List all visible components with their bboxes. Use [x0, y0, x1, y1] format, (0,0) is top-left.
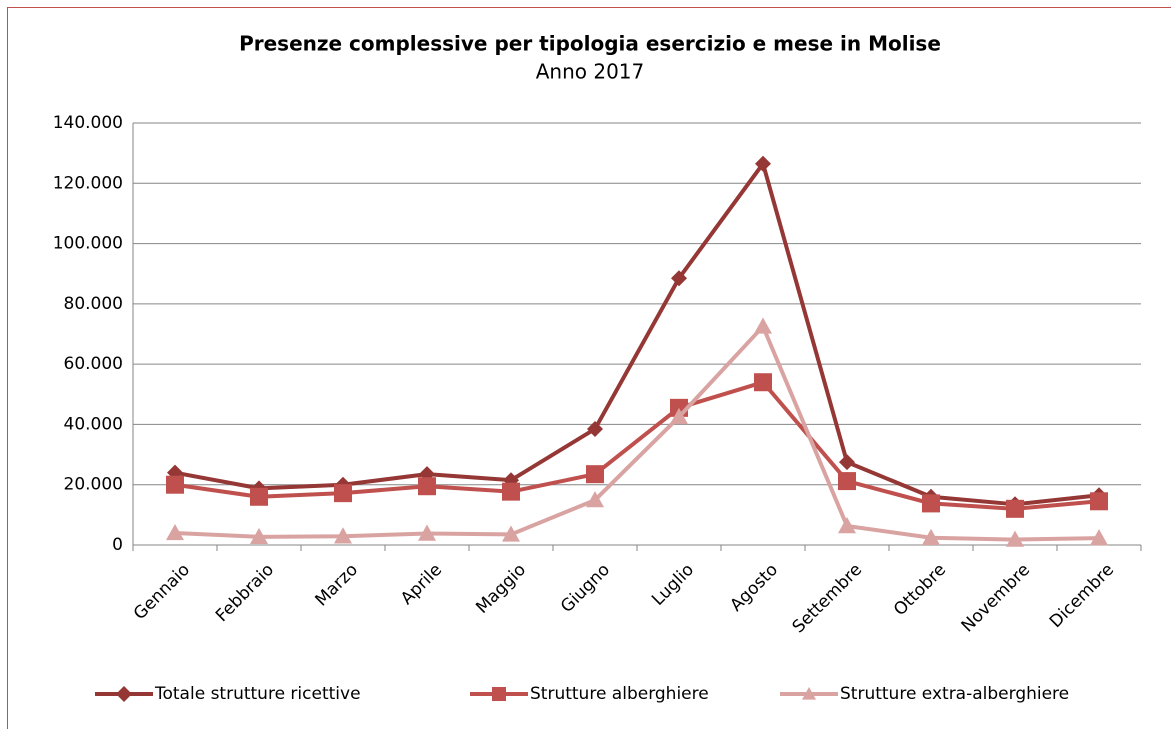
marker	[754, 317, 772, 334]
marker	[838, 517, 856, 534]
marker	[922, 494, 940, 513]
marker	[166, 475, 184, 494]
marker	[1090, 492, 1108, 511]
x-tick-label: Aprile	[397, 560, 446, 609]
x-tick-label: Gennaio	[130, 560, 194, 624]
x-tick-label: Maggio	[472, 560, 530, 618]
legend-label: Strutture alberghiere	[530, 684, 709, 704]
x-tick-label: Agosto	[726, 560, 782, 616]
marker	[502, 482, 520, 501]
y-tick-label: 100.000	[53, 234, 123, 254]
marker	[334, 527, 352, 544]
chart-frame	[7, 7, 1171, 729]
series-line	[174, 380, 1100, 511]
marker	[755, 155, 771, 172]
chart-subtitle: Anno 2017	[536, 60, 645, 84]
y-tick-label: 0	[112, 535, 123, 555]
marker	[502, 525, 520, 542]
marker	[670, 407, 688, 425]
y-tick-label: 140.000	[53, 113, 123, 133]
marker	[754, 373, 772, 392]
marker	[334, 484, 352, 503]
x-tick-label: Luglio	[648, 560, 698, 610]
marker	[671, 270, 687, 287]
marker	[1090, 529, 1108, 546]
series-line	[174, 324, 1100, 542]
marker	[802, 687, 816, 700]
marker	[418, 524, 436, 541]
x-tick-label: Giugno	[557, 560, 614, 617]
marker	[1006, 499, 1024, 518]
marker	[586, 491, 604, 508]
x-tick-label: Ottobre	[890, 560, 950, 620]
x-tick-label: Settembre	[789, 560, 866, 637]
marker	[586, 465, 604, 484]
x-tick-label: Febbraio	[212, 560, 278, 626]
marker	[839, 454, 855, 471]
y-tick-label: 20.000	[64, 475, 123, 495]
y-tick-label: 60.000	[64, 354, 123, 374]
chart-title: Presenze complessive per tipologia eserc…	[239, 32, 941, 56]
legend-label: Totale strutture ricettive	[154, 684, 361, 704]
marker	[587, 420, 603, 437]
x-tick-label: Dicembre	[1046, 560, 1118, 632]
marker	[166, 523, 184, 541]
marker	[922, 528, 940, 545]
x-tick-label: Marzo	[312, 560, 362, 610]
legend-label: Strutture extra-alberghiere	[840, 684, 1069, 704]
x-tick-label: Novembre	[958, 560, 1034, 636]
y-tick-label: 120.000	[53, 173, 123, 193]
marker	[418, 477, 436, 496]
marker	[492, 687, 506, 701]
marker	[250, 487, 268, 506]
marker	[1006, 530, 1024, 547]
series-line	[174, 161, 1100, 507]
marker	[250, 527, 268, 545]
marker	[116, 686, 132, 702]
y-tick-label: 40.000	[64, 414, 123, 434]
marker	[838, 472, 856, 491]
y-tick-label: 80.000	[64, 294, 123, 314]
